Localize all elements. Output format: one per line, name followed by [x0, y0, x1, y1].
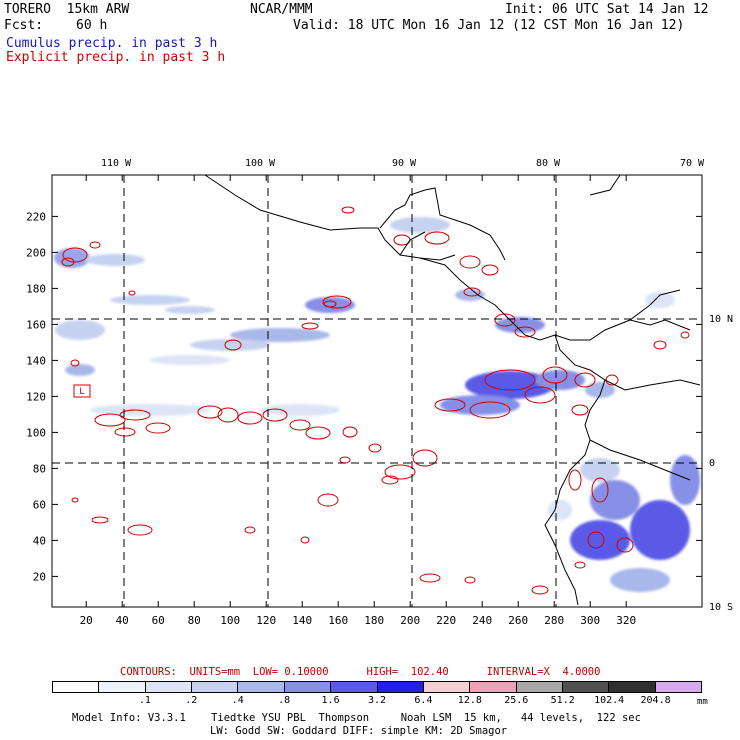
- longitude-labels: 110 W 100 W 90 W 80 W 70 W: [101, 158, 705, 169]
- latitude-label: 10 S: [709, 602, 733, 613]
- x-tick-label: 20: [80, 614, 93, 627]
- low-pressure-marker: L: [73, 384, 91, 398]
- y-tick-label: 40: [33, 534, 46, 547]
- x-tick-label: 140: [292, 614, 312, 627]
- legend-label: 102.4: [594, 695, 625, 706]
- x-tick-label: 120: [256, 614, 276, 627]
- y-axis: 220 200 180 160 140 120 100 80 60 40 20: [26, 210, 702, 583]
- agency-label: NCAR/MMM: [250, 2, 313, 17]
- model-title: TORERO 15km ARW: [4, 2, 130, 17]
- y-tick-label: 100: [26, 426, 46, 439]
- field1-description: Cumulus precip. in past 3 h: [6, 36, 218, 51]
- x-tick-label: 280: [544, 614, 564, 627]
- legend-unit: mm: [697, 697, 708, 707]
- contour-info: CONTOURS: UNITS=mm LOW= 0.10000 HIGH= 10…: [120, 666, 601, 678]
- longitude-label: 110 W: [101, 158, 132, 169]
- forecast-hour: 60 h: [76, 18, 108, 33]
- legend-label: .1: [138, 695, 151, 706]
- x-tick-label: 100: [220, 614, 240, 627]
- longitude-label: 90 W: [392, 158, 417, 169]
- legend-swatch: [145, 682, 193, 692]
- x-tick-label: 320: [616, 614, 636, 627]
- y-tick-label: 120: [26, 390, 46, 403]
- x-tick-label: 240: [472, 614, 492, 627]
- legend-label: 204.8: [640, 695, 671, 706]
- x-tick-label: 60: [152, 614, 165, 627]
- low-marker-label: L: [79, 387, 84, 397]
- legend-label: .4: [231, 695, 244, 706]
- legend-swatch: [609, 682, 656, 692]
- model-info: Model Info: V3.3.1 Tiedtke YSU PBL Thomp…: [72, 712, 641, 724]
- y-tick-label: 160: [26, 318, 46, 331]
- x-tick-label: 260: [508, 614, 528, 627]
- legend-swatch: [331, 682, 378, 692]
- y-tick-label: 20: [33, 570, 46, 583]
- cumulus-precip-shading: [54, 217, 700, 592]
- legend-label: 1.6: [321, 695, 340, 706]
- legend-swatch: [99, 682, 146, 692]
- field2-description: Explicit precip. in past 3 h: [6, 50, 226, 65]
- longitude-label: 100 W: [245, 158, 276, 169]
- y-tick-label: 60: [33, 498, 46, 511]
- legend-swatch: [470, 682, 517, 692]
- explicit-precip-contours: [61, 206, 690, 595]
- y-tick-label: 80: [33, 462, 46, 475]
- valid-time: Valid: 18 UTC Mon 16 Jan 12 (12 CST Mon …: [293, 18, 685, 33]
- legend-swatch: [238, 682, 285, 692]
- legend-swatch: [53, 682, 100, 692]
- color-legend-labels: .1 .2 .4 .8 1.6 3.2 6.4 12.8 25.6 51.2 102.4 204.8: [52, 695, 702, 707]
- x-tick-label: 80: [188, 614, 201, 627]
- x-tick-label: 180: [364, 614, 384, 627]
- y-tick-label: 220: [26, 210, 46, 223]
- y-tick-label: 140: [26, 354, 46, 367]
- legend-swatch: [192, 682, 239, 692]
- legend-label: .2: [185, 695, 198, 706]
- legend-swatch: [284, 682, 332, 692]
- color-legend-bar: [52, 681, 702, 693]
- legend-label: 12.8: [457, 695, 482, 706]
- latitude-label: 0: [709, 458, 715, 469]
- legend-swatch: [562, 682, 610, 692]
- plot-frame: [51, 174, 703, 608]
- forecast-label: Fcst:: [4, 18, 44, 33]
- legend-label: 51.2: [550, 695, 575, 706]
- latitude-labels: 10 N 0 10 S: [709, 314, 733, 613]
- x-tick-label: 40: [116, 614, 129, 627]
- init-time: Init: 06 UTC Sat 14 Jan 12: [505, 2, 709, 17]
- legend-label: .8: [278, 695, 291, 706]
- latitude-label: 10 N: [709, 314, 733, 325]
- legend-swatch: [516, 682, 563, 692]
- longitude-label: 70 W: [680, 158, 705, 169]
- y-tick-label: 200: [26, 246, 46, 259]
- y-tick-label: 180: [26, 282, 46, 295]
- physics-info: LW: Godd SW: Goddard DIFF: simple KM: 2D…: [210, 725, 508, 737]
- legend-label: 6.4: [414, 695, 433, 706]
- x-axis: 20 40 60 80 100 120 140 160 180 200 220 240 260 280 30…: [80, 175, 636, 627]
- x-tick-label: 220: [436, 614, 456, 627]
- x-tick-label: 200: [400, 614, 420, 627]
- legend-label: 3.2: [367, 695, 387, 706]
- x-tick-label: 300: [580, 614, 600, 627]
- legend-swatch: [423, 682, 471, 692]
- longitude-label: 80 W: [536, 158, 561, 169]
- legend-swatch: [377, 682, 424, 692]
- coastlines: [204, 174, 701, 606]
- x-tick-label: 160: [328, 614, 348, 627]
- legend-swatch: [655, 682, 702, 692]
- latlon-grid: [52, 175, 702, 607]
- legend-label: 25.6: [504, 695, 529, 706]
